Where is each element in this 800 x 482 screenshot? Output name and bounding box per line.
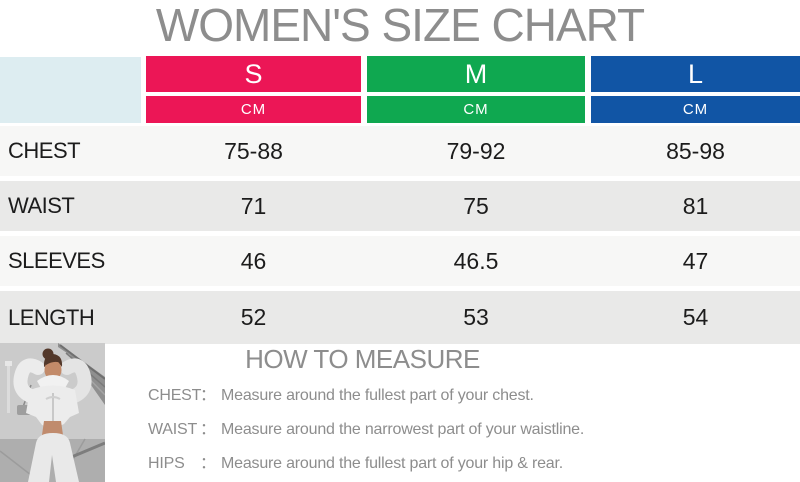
row-header-waist: WAIST — [8, 193, 75, 218]
cell-chest-l: 85-98 — [666, 137, 725, 164]
row-header-sleeves: SLEEVES — [8, 248, 105, 273]
measure-colon: ： — [200, 387, 216, 404]
measure-label-chest: CHEST — [148, 387, 202, 404]
measure-colon: ： — [200, 455, 216, 472]
column-header-l: L — [591, 56, 800, 92]
measure-line-chest: CHEST： Measure around the fullest part of… — [148, 386, 788, 405]
cell-sleeves-m: 46.5 — [453, 247, 499, 274]
cell-sleeves-l: 47 — [682, 247, 709, 274]
measure-line-hips: HIPS ： Measure around the fullest part of … — [148, 454, 788, 473]
cell-chest-m: 79-92 — [446, 137, 506, 164]
unit-cell-s: CM — [146, 96, 361, 123]
model-photo-illustration — [0, 343, 105, 482]
table-row-sleeves: SLEEVES 46 46.5 47 — [0, 236, 800, 286]
column-header-m: M — [367, 56, 585, 92]
cell-length-s: 52 — [240, 304, 267, 330]
row-header-length: LENGTH — [8, 304, 95, 330]
cell-waist-m: 75 — [463, 192, 489, 219]
page-title: WOMEN'S SIZE CHART — [155, 0, 645, 51]
unit-cell-m: CM — [367, 96, 585, 123]
measure-line-waist: WAIST： Measure around the narrowest part … — [148, 420, 788, 439]
measure-text-hips: Measure around the fullest part of your … — [221, 455, 563, 472]
measure-text-chest: Measure around the fullest part of your … — [221, 387, 534, 404]
table-row-chest: CHEST 75-88 79-92 85-98 — [0, 126, 800, 176]
model-photo — [0, 343, 105, 482]
cell-sleeves-s: 46 — [240, 247, 267, 274]
cell-waist-l: 81 — [682, 192, 709, 219]
table-corner-cell — [0, 57, 141, 123]
unit-cell-l: CM — [591, 96, 800, 123]
cell-length-m: 53 — [463, 304, 489, 330]
table-row-waist: WAIST 71 75 81 — [0, 181, 800, 231]
cell-waist-s: 71 — [240, 192, 267, 219]
cell-length-l: 54 — [682, 304, 709, 330]
measure-label-hips: HIPS — [148, 455, 185, 472]
table-row-length: LENGTH 52 53 54 — [0, 291, 800, 344]
cell-chest-s: 75-88 — [224, 137, 283, 164]
how-to-measure-title: HOW TO MEASURE — [245, 344, 480, 374]
row-header-chest: CHEST — [8, 138, 81, 163]
measure-label-waist: WAIST — [148, 421, 198, 438]
measure-instructions: CHEST： Measure around the fullest part of… — [148, 386, 788, 482]
measure-colon: ： — [200, 421, 216, 438]
measure-text-waist: Measure around the narrowest part of you… — [221, 421, 585, 438]
column-header-s: S — [146, 56, 361, 92]
